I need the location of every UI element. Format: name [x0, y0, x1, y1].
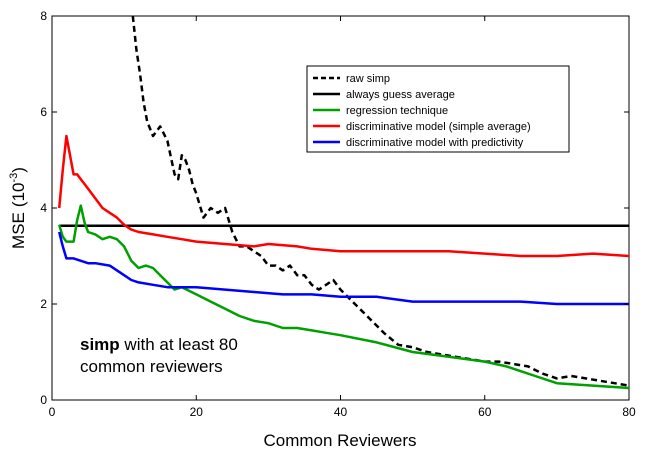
x-tick-label: 80	[622, 405, 636, 419]
y-axis-ticks: 0 2 4 6 8	[40, 9, 629, 407]
x-axis-ticks: 0 20 40 60 80	[49, 16, 636, 419]
series-line-discriminative-model-simple-average-	[57, 134, 629, 258]
y-axis-label-prefix: (10	[9, 183, 28, 208]
legend: raw simp always guess average regression t…	[306, 65, 570, 153]
annotation-rest: with at least 80	[120, 335, 238, 354]
y-axis-label: MSE (10-3)	[8, 167, 28, 249]
x-tick-label: 60	[478, 405, 492, 419]
x-axis-label: Common Reviewers	[263, 431, 416, 450]
series-line-discriminative-model-with-predictivity	[57, 231, 629, 306]
legend-entry-label: discriminative model (simple average)	[346, 121, 531, 133]
y-axis-label-main: MSE	[9, 212, 28, 249]
y-axis-label-suffix: )	[9, 167, 28, 173]
legend-entry-label: always guess average	[346, 89, 455, 101]
annotation-line-1: simp with at least 80	[80, 335, 238, 354]
annotation-line-2: common reviewers	[80, 357, 223, 376]
legend-entries: raw simp always guess average regression t…	[313, 73, 531, 149]
y-tick-label: 6	[40, 105, 47, 119]
legend-entry-label: raw simp	[346, 73, 390, 85]
y-tick-label: 8	[40, 9, 47, 23]
legend-entry-label: discriminative model with predictivity	[346, 137, 524, 149]
x-tick-label: 20	[190, 405, 204, 419]
annotation-bold: simp	[80, 335, 120, 354]
y-tick-label: 2	[40, 297, 47, 311]
y-axis-label-exponent: -3	[8, 173, 20, 183]
series-line-regression-technique	[58, 204, 629, 390]
legend-box	[306, 65, 570, 153]
legend-entry-label: regression technique	[346, 105, 448, 117]
x-tick-label: 0	[49, 405, 56, 419]
y-tick-label: 4	[40, 201, 47, 215]
series-line-raw-simp	[131, 16, 629, 387]
y-tick-label: 0	[40, 393, 47, 407]
x-tick-label: 40	[334, 405, 348, 419]
series-layer	[57, 16, 629, 390]
